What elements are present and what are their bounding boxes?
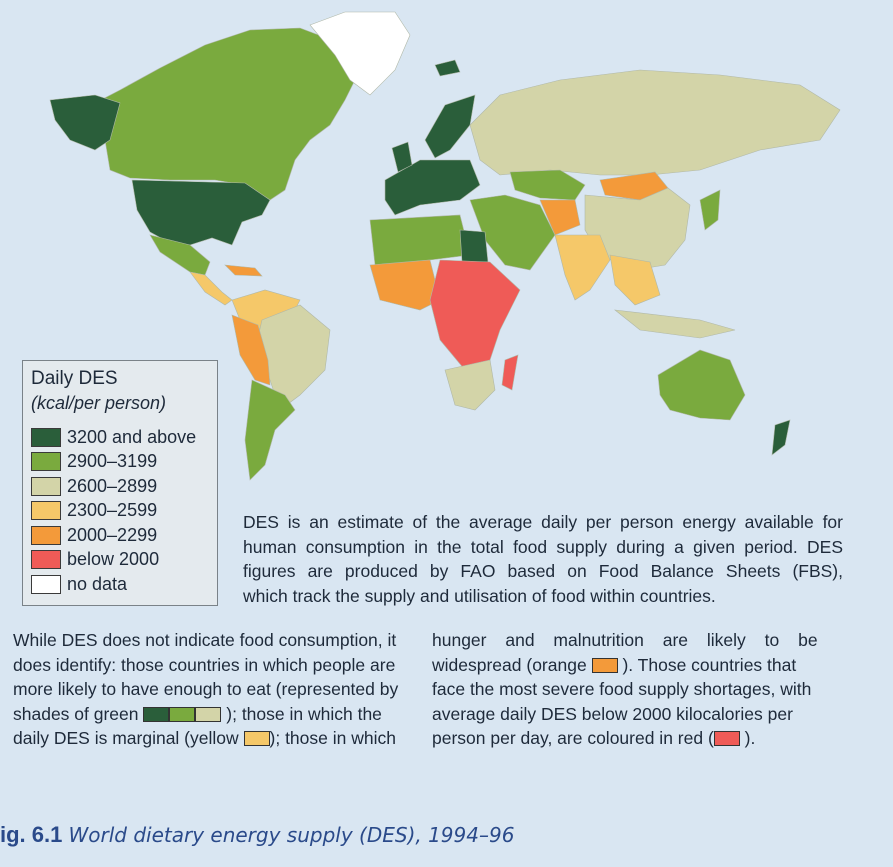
orange-chip bbox=[591, 657, 618, 673]
legend-swatch bbox=[31, 525, 61, 545]
green-dark-chip bbox=[143, 706, 170, 722]
legend-label: 2000–2299 bbox=[67, 524, 158, 545]
legend-item: below 2000 bbox=[31, 548, 209, 573]
legend-swatch bbox=[31, 550, 61, 570]
region-egypt bbox=[459, 229, 489, 263]
region-canada bbox=[94, 27, 361, 201]
body-text: ); those in which bbox=[269, 728, 396, 749]
definition-line: figures are produced by FAO based on Foo… bbox=[243, 561, 843, 581]
legend-swatch bbox=[31, 574, 61, 594]
legend-label: below 2000 bbox=[67, 549, 160, 570]
body-line: While DES does not indicate food consump… bbox=[13, 630, 397, 650]
legend-swatch bbox=[31, 427, 61, 447]
body-line: hunger and malnutrition are likely to be bbox=[432, 630, 818, 650]
region-greenland bbox=[309, 11, 411, 96]
definition-line: DES is an estimate of the average daily … bbox=[243, 512, 843, 532]
body-text: person per day, are coloured in red ( bbox=[432, 728, 714, 749]
definition-line: which track the supply and utilisation o… bbox=[243, 585, 716, 606]
legend-title: Daily DES bbox=[31, 368, 118, 389]
body-line: average daily DES below 2000 kilocalorie… bbox=[432, 703, 793, 724]
legend-swatch bbox=[31, 501, 61, 521]
body-line: widespread (orange ). Those countries th… bbox=[432, 653, 836, 678]
body-text: ); those in which the bbox=[226, 703, 382, 724]
map-legend: Daily DES (kcal/per person) 3200 and abo… bbox=[22, 360, 218, 606]
region-india bbox=[554, 234, 611, 301]
legend-item: 3200 and above bbox=[31, 425, 209, 450]
region-iceland bbox=[434, 59, 461, 77]
region-alaska bbox=[49, 94, 121, 151]
body-line: face the most severe food supply shortag… bbox=[432, 679, 812, 700]
region-europe-west bbox=[384, 159, 481, 216]
legend-label: 2600–2899 bbox=[67, 475, 158, 496]
green-pale-chip bbox=[195, 706, 222, 722]
region-japan bbox=[699, 189, 721, 231]
region-west-africa bbox=[369, 259, 441, 311]
body-line: does identify: those countries in which … bbox=[13, 654, 396, 675]
legend-unit: (kcal/per person) bbox=[31, 393, 167, 413]
region-middle-east bbox=[469, 194, 556, 271]
region-southeast-asia bbox=[609, 254, 661, 306]
red-chip bbox=[713, 731, 740, 747]
region-british-isles bbox=[391, 141, 413, 173]
legend-item: 2900–3199 bbox=[31, 450, 209, 475]
body-line: person per day, are coloured in red ( ). bbox=[432, 726, 836, 751]
region-north-africa bbox=[369, 214, 471, 266]
legend-label: no data bbox=[67, 573, 128, 594]
definition-line: human consumption in the total food supp… bbox=[243, 536, 843, 557]
legend-swatch bbox=[31, 452, 61, 472]
body-text: widespread (orange bbox=[432, 654, 587, 675]
legend-label: 2900–3199 bbox=[67, 451, 158, 472]
definition-text: DES is an estimate of the average daily … bbox=[243, 510, 843, 608]
body-text: ). bbox=[744, 728, 756, 749]
region-madagascar bbox=[501, 354, 519, 391]
legend-item: 2300–2599 bbox=[31, 499, 209, 524]
body-text: daily DES is marginal (yellow bbox=[13, 728, 239, 749]
region-australia bbox=[657, 349, 746, 421]
body-text: ). Those countries that bbox=[622, 654, 797, 675]
body-text: shades of green bbox=[13, 703, 139, 724]
region-southern-africa bbox=[444, 359, 496, 411]
body-line: more likely to have enough to eat (repre… bbox=[13, 679, 399, 700]
region-afghanistan bbox=[539, 199, 581, 236]
figure-caption: ig. 6.1 World dietary energy supply (DES… bbox=[0, 822, 514, 848]
region-caribbean bbox=[224, 264, 263, 277]
legend-item: no data bbox=[31, 572, 209, 597]
legend-swatch bbox=[31, 476, 61, 496]
legend-label: 2300–2599 bbox=[67, 500, 158, 521]
region-new-zealand bbox=[771, 419, 791, 456]
region-indonesia bbox=[613, 309, 736, 339]
body-column-right: hunger and malnutrition are likely to be… bbox=[432, 628, 836, 751]
legend-item: 2000–2299 bbox=[31, 523, 209, 548]
body-column-left: While DES does not indicate food consump… bbox=[13, 628, 418, 751]
figure-number: ig. 6.1 bbox=[0, 822, 63, 847]
region-andes bbox=[231, 314, 271, 386]
green-mid-chip bbox=[169, 706, 196, 722]
body-line: shades of green ); those in which the bbox=[13, 702, 418, 727]
legend-label: 3200 and above bbox=[67, 426, 197, 447]
region-southern-cone bbox=[244, 379, 296, 481]
body-line: daily DES is marginal (yellow ); those i… bbox=[13, 726, 418, 751]
legend-item: 2600–2899 bbox=[31, 474, 209, 499]
figure-title: World dietary energy supply (DES), 1994–… bbox=[68, 823, 515, 847]
yellow-chip bbox=[243, 731, 270, 747]
region-usa bbox=[131, 179, 271, 246]
